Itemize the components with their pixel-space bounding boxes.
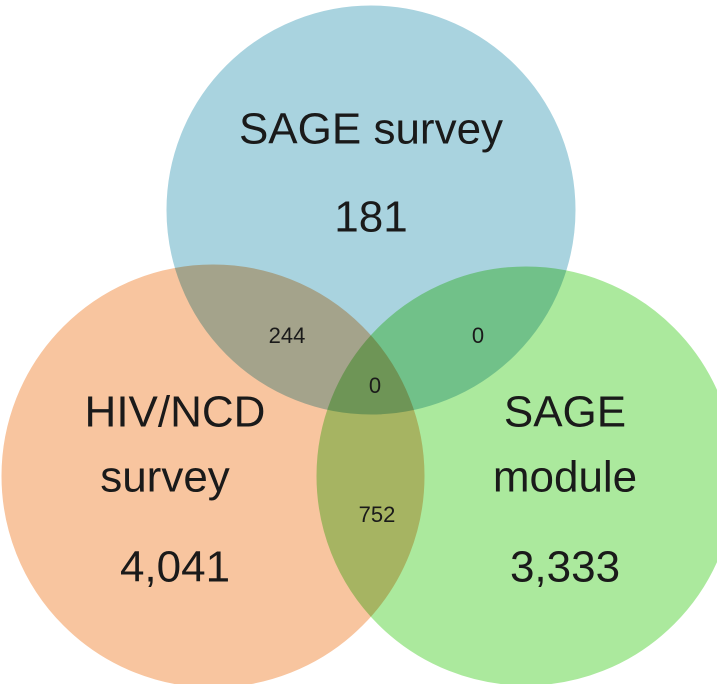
intersection-count: 0 [472, 323, 484, 348]
set-label: survey [100, 453, 230, 502]
intersection-count: 244 [269, 323, 306, 348]
set-circle [313, 263, 717, 684]
set-count: 4,041 [120, 543, 230, 592]
set-label: SAGE survey [239, 105, 503, 154]
intersection-count: 0 [369, 373, 381, 398]
set-label: HIV/NCD [85, 388, 266, 437]
set-label: module [493, 453, 637, 502]
set-count: 3,333 [510, 543, 620, 592]
set-label: SAGE [504, 388, 626, 437]
intersection-count: 752 [359, 502, 396, 527]
set-count: 181 [334, 193, 407, 242]
